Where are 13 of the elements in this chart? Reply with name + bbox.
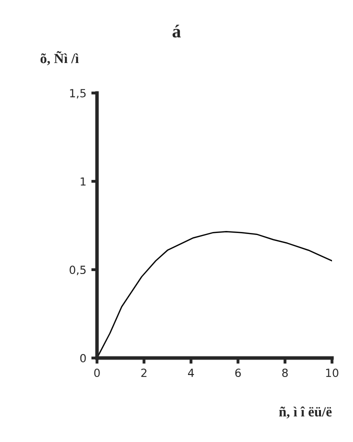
chart-title: á <box>172 24 181 38</box>
x-tick-label: 0 <box>94 368 100 378</box>
x-axis-title: ñ, ì î ëü/ë <box>279 406 332 418</box>
x-tick-label: 10 <box>326 368 338 378</box>
x-tick-label: 6 <box>235 368 241 378</box>
x-tick-label: 8 <box>282 368 288 378</box>
y-tick-label: 0,5 <box>70 266 86 276</box>
y-tick-label: 1,5 <box>70 89 86 99</box>
x-tick-label: 4 <box>188 368 194 377</box>
y-tick-label: 1 <box>80 177 86 186</box>
y-axis-title: õ, Ñì /ì <box>40 51 79 66</box>
x-tick-label: 2 <box>141 368 146 377</box>
y-tick-label: 0 <box>80 354 86 362</box>
